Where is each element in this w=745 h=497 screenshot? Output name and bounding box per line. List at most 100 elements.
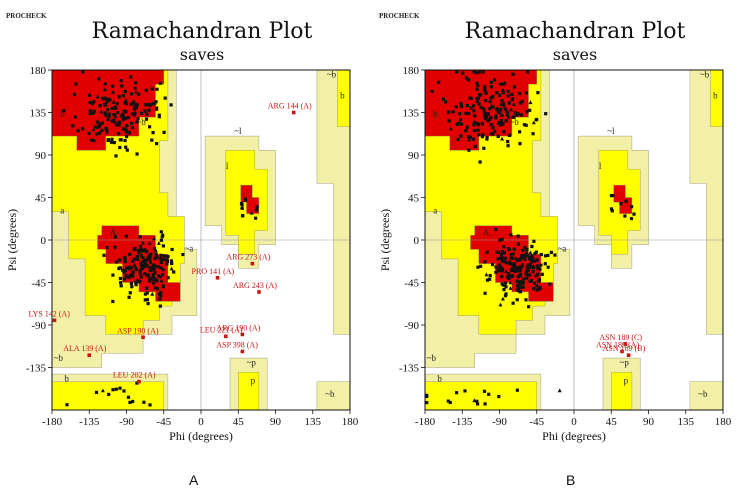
residue-point bbox=[525, 265, 529, 269]
residue-point bbox=[530, 260, 534, 264]
residue-point bbox=[494, 116, 498, 120]
residue-point bbox=[512, 85, 516, 89]
residue-point bbox=[463, 389, 467, 393]
residue-point bbox=[459, 134, 463, 138]
y-tick-label: 90 bbox=[35, 150, 47, 162]
residue-point bbox=[512, 263, 517, 267]
residue-point bbox=[493, 78, 497, 82]
residue-point bbox=[491, 263, 495, 267]
residue-point bbox=[468, 96, 472, 100]
residue-point bbox=[157, 274, 161, 278]
residue-point bbox=[467, 148, 471, 152]
residue-point bbox=[499, 82, 503, 86]
residue-point bbox=[130, 92, 134, 96]
residue-point bbox=[121, 118, 125, 122]
y-tick-label: 90 bbox=[408, 150, 420, 162]
residue-point-glycine bbox=[531, 120, 536, 125]
residue-point bbox=[482, 88, 487, 92]
residue-point-glycine bbox=[516, 267, 521, 272]
residue-point bbox=[515, 388, 519, 392]
residue-point bbox=[92, 109, 96, 113]
x-tick-label: 0 bbox=[571, 416, 577, 428]
residue-point bbox=[133, 86, 137, 90]
residue-point-glycine bbox=[448, 126, 453, 131]
outlier-point bbox=[620, 349, 624, 354]
residue-point bbox=[145, 264, 149, 268]
residue-point bbox=[133, 102, 137, 106]
residue-point bbox=[124, 145, 128, 149]
residue-point bbox=[124, 110, 128, 114]
residue-point bbox=[143, 248, 147, 252]
residue-point bbox=[488, 117, 492, 121]
residue-point bbox=[465, 104, 470, 108]
residue-point bbox=[159, 253, 163, 257]
residue-point bbox=[524, 298, 528, 302]
region-label: ~b bbox=[700, 70, 710, 80]
residue-point bbox=[458, 112, 462, 116]
residue-point bbox=[145, 249, 149, 254]
outlier-point bbox=[52, 318, 57, 323]
residue-point bbox=[112, 141, 116, 145]
residue-point bbox=[129, 266, 133, 270]
residue-point bbox=[147, 108, 151, 112]
residue-point bbox=[510, 274, 514, 279]
most-favoured-region bbox=[97, 225, 181, 302]
residue-point bbox=[518, 142, 522, 146]
outlier-label: PRO 141 (A) bbox=[192, 267, 235, 276]
residue-point bbox=[88, 109, 92, 113]
residue-point bbox=[162, 130, 166, 134]
outlier-point bbox=[240, 332, 245, 337]
residue-point bbox=[475, 399, 479, 403]
residue-point bbox=[93, 125, 97, 129]
x-tick-label: 180 bbox=[342, 416, 359, 428]
residue-point bbox=[494, 265, 498, 269]
residue-point-glycine bbox=[508, 280, 513, 285]
residue-point bbox=[134, 267, 138, 271]
residue-point bbox=[145, 112, 149, 116]
residue-point bbox=[527, 305, 531, 309]
residue-point bbox=[524, 91, 528, 95]
residue-point bbox=[513, 269, 517, 273]
most-favoured-region bbox=[613, 184, 633, 214]
residue-point-glycine bbox=[505, 112, 510, 116]
procheck-label: PROCHECK bbox=[6, 12, 47, 20]
residue-point bbox=[507, 276, 511, 280]
residue-point bbox=[624, 199, 628, 203]
residue-point bbox=[110, 119, 114, 123]
outlier-label: LEU 221 (A) bbox=[200, 325, 243, 334]
residue-point-glycine bbox=[249, 210, 254, 215]
residue-point-glycine bbox=[240, 205, 244, 209]
residue-point bbox=[472, 120, 477, 124]
residue-point bbox=[528, 108, 532, 112]
residue-point bbox=[476, 128, 480, 132]
region-label: b bbox=[64, 374, 69, 384]
residue-point bbox=[87, 131, 91, 136]
residue-point-glycine bbox=[132, 262, 137, 267]
y-tick-label: -135 bbox=[26, 363, 47, 375]
residue-point bbox=[500, 259, 504, 263]
residue-point bbox=[134, 280, 138, 284]
residue-point bbox=[103, 82, 107, 86]
y-tick-label: -45 bbox=[31, 278, 46, 290]
residue-point bbox=[471, 137, 475, 141]
residue-point bbox=[71, 124, 75, 128]
residue-point bbox=[506, 111, 510, 115]
residue-point bbox=[106, 97, 110, 101]
residue-point bbox=[489, 96, 493, 100]
residue-point bbox=[476, 402, 480, 406]
residue-point bbox=[507, 274, 511, 278]
residue-point bbox=[105, 130, 109, 134]
residue-point bbox=[511, 252, 515, 256]
residue-point bbox=[529, 265, 534, 269]
residue-point bbox=[548, 282, 552, 286]
residue-point bbox=[472, 129, 477, 133]
residue-point bbox=[475, 99, 479, 103]
residue-point bbox=[464, 76, 468, 80]
residue-point bbox=[483, 291, 487, 295]
residue-point bbox=[97, 124, 101, 128]
residue-point bbox=[521, 281, 525, 285]
residue-point bbox=[161, 284, 165, 288]
residue-point bbox=[493, 129, 497, 134]
residue-point bbox=[473, 114, 477, 118]
residue-point bbox=[157, 113, 161, 117]
